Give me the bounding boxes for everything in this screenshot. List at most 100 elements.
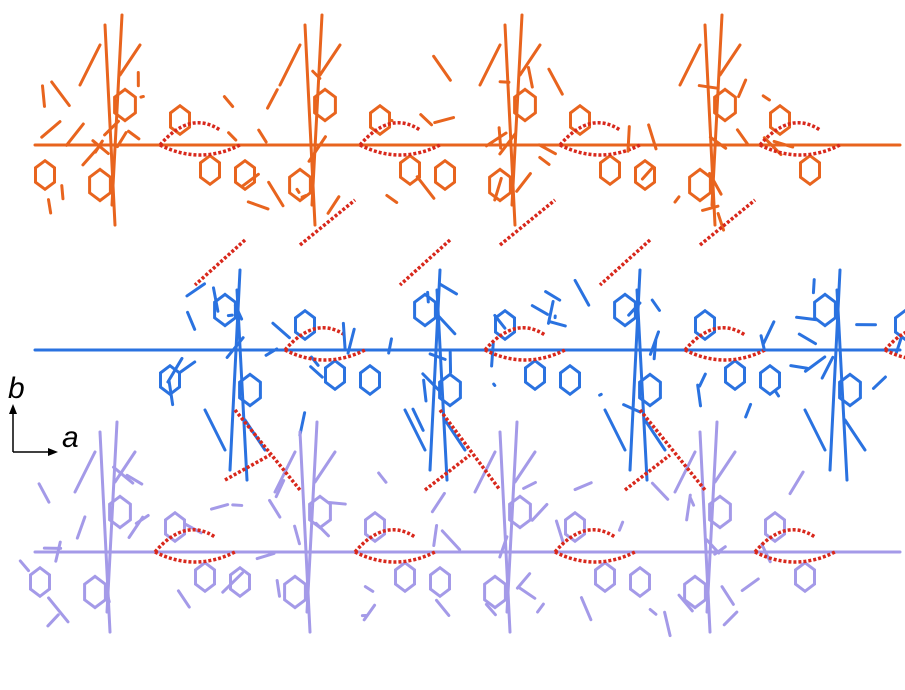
bond <box>141 96 143 97</box>
bond <box>698 385 701 406</box>
bond <box>315 452 335 482</box>
ring <box>496 311 515 340</box>
bond <box>80 45 100 85</box>
bond <box>540 157 549 164</box>
bond <box>645 420 665 450</box>
bond <box>528 68 532 88</box>
bond <box>66 124 83 145</box>
ring <box>401 156 420 185</box>
bond <box>277 581 279 597</box>
bond <box>77 517 85 538</box>
bond <box>764 322 774 344</box>
bond <box>417 177 434 199</box>
bond <box>436 600 448 615</box>
bond <box>628 127 629 152</box>
bond <box>495 178 501 200</box>
ring <box>596 563 615 592</box>
bond <box>424 380 426 401</box>
ring <box>485 576 506 607</box>
bond <box>642 167 653 179</box>
ring <box>696 311 715 340</box>
bond <box>430 354 445 359</box>
bond <box>434 56 451 80</box>
bond <box>776 391 779 396</box>
bond <box>438 316 455 334</box>
bond <box>259 130 266 142</box>
bond <box>675 197 679 202</box>
bond <box>343 323 345 348</box>
bond <box>387 195 397 202</box>
bond <box>48 615 58 626</box>
ring <box>761 366 780 395</box>
ring <box>561 366 580 395</box>
bond <box>329 502 345 504</box>
ring <box>166 513 185 542</box>
bond <box>556 521 563 542</box>
bond <box>365 587 372 592</box>
bond <box>737 130 747 144</box>
bond <box>39 484 49 502</box>
bond <box>700 374 706 386</box>
bond <box>435 118 454 123</box>
ring <box>361 366 380 395</box>
bond <box>680 45 700 85</box>
bond <box>699 86 718 89</box>
ring <box>436 161 455 190</box>
ring <box>371 106 390 135</box>
bond <box>205 410 225 450</box>
ring <box>196 563 215 592</box>
bond <box>619 522 622 530</box>
bond <box>805 410 825 450</box>
bond <box>180 362 195 372</box>
bond <box>52 82 70 105</box>
ring <box>815 294 836 325</box>
ring <box>415 294 436 325</box>
bond <box>500 82 509 83</box>
bond <box>549 322 565 326</box>
bond <box>20 561 28 571</box>
hydrogen-bond <box>600 240 650 285</box>
a-axis-label: a <box>62 421 79 454</box>
bond <box>248 202 268 209</box>
page: b a (() => { const data = JSON.parse(doc… <box>0 0 905 690</box>
b-axis-label: b <box>8 372 25 405</box>
bond <box>328 197 339 214</box>
bond <box>229 133 236 140</box>
ring <box>366 513 385 542</box>
bond <box>654 340 656 358</box>
bond <box>178 591 189 607</box>
bond <box>257 553 274 558</box>
ring <box>571 106 590 135</box>
ring <box>526 361 545 390</box>
bond <box>75 452 95 492</box>
ring <box>431 568 450 597</box>
ring <box>201 156 220 185</box>
bond <box>224 97 232 107</box>
bond <box>532 306 547 315</box>
ring <box>796 563 815 592</box>
bond <box>524 482 536 488</box>
bond <box>275 452 295 492</box>
bond <box>517 174 531 192</box>
bond <box>268 90 278 108</box>
bond <box>62 186 63 199</box>
bond <box>188 312 195 329</box>
bond <box>211 505 227 509</box>
hydrogen-bond <box>400 240 450 285</box>
bond <box>652 300 659 310</box>
bond <box>791 366 807 369</box>
bond <box>269 182 283 205</box>
bond <box>790 472 803 494</box>
bond <box>42 86 44 106</box>
bond <box>822 357 833 378</box>
bond <box>873 377 885 388</box>
ring <box>85 576 106 607</box>
bond <box>546 292 560 301</box>
bond <box>270 500 280 517</box>
ring <box>326 361 345 390</box>
b-arrow-head <box>9 404 17 414</box>
axis-indicator: b a <box>8 372 79 456</box>
ring <box>396 563 415 592</box>
ring <box>766 513 785 542</box>
ring <box>290 169 311 200</box>
